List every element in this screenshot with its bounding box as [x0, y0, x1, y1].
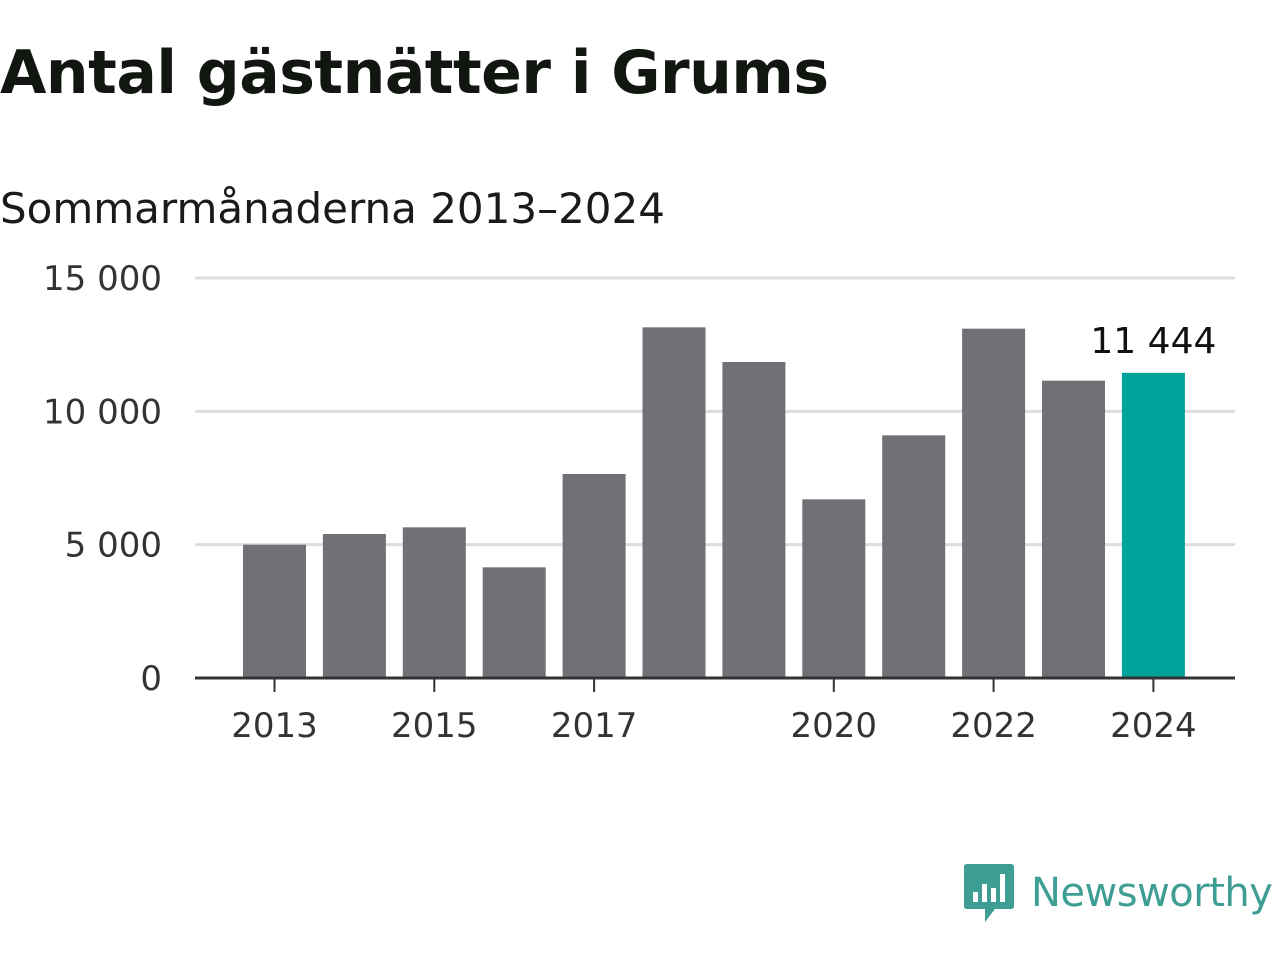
y-tick-label: 15 000	[43, 259, 162, 299]
x-tick-label: 2024	[1110, 706, 1197, 746]
x-tick-label: 2020	[791, 706, 878, 746]
bar-2017	[562, 474, 626, 678]
bar-2013	[243, 544, 306, 678]
x-tick-label: 2015	[391, 706, 478, 746]
newsworthy-logo-icon	[964, 864, 1014, 922]
bar-2014	[322, 534, 386, 678]
chart-subtitle: Sommarmånaderna 2013–2024	[0, 184, 665, 233]
chart-title: Antal gästnätter i Grums	[0, 38, 829, 108]
data-labels: 11 444	[1090, 321, 1216, 362]
bar-2021	[882, 435, 946, 678]
x-tick-label: 2022	[950, 706, 1037, 746]
y-tick-label: 5 000	[65, 526, 162, 566]
y-axis-ticks: 0 5 000 10 000 15 000	[43, 259, 162, 699]
data-label: 11 444	[1090, 321, 1216, 362]
bar-2023	[1042, 380, 1105, 678]
bar-2020	[802, 499, 866, 678]
bar-2015	[402, 527, 466, 678]
bar-2024	[1121, 372, 1185, 678]
y-tick-label: 0	[140, 659, 162, 699]
brand-name: Newsworthy	[1031, 870, 1273, 916]
bar-2019	[722, 362, 786, 678]
bar-2018	[642, 327, 706, 678]
x-tick-label: 2017	[551, 706, 638, 746]
x-tick-label: 2013	[231, 706, 318, 746]
bar-2022	[962, 328, 1026, 678]
x-axis-ticks: 2013 2015 2017 2020 2022 2024	[231, 678, 1197, 746]
bars	[243, 327, 1185, 678]
brand: Newsworthy	[963, 862, 1273, 924]
y-tick-label: 10 000	[43, 392, 162, 432]
bar-2016	[482, 567, 546, 678]
